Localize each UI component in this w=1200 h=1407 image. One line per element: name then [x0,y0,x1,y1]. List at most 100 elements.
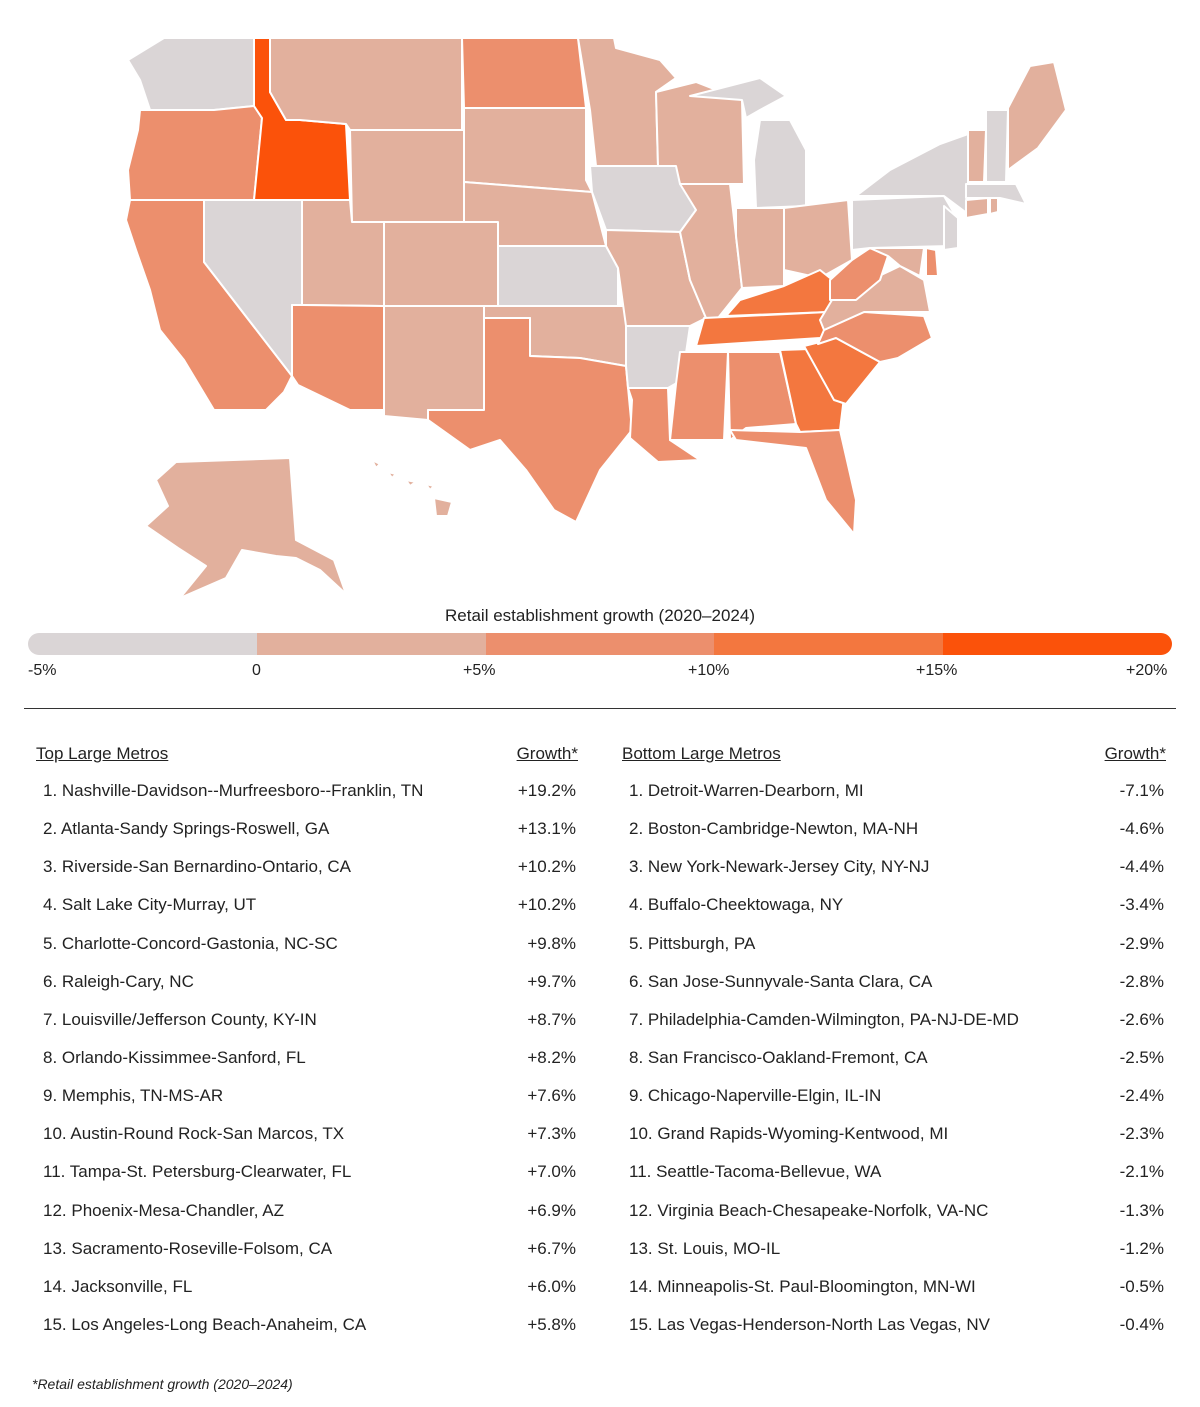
state-or [127,105,263,201]
table-row: 2. Atlanta-Sandy Springs-Roswell, GA +13.… [36,818,578,856]
metro-name: 12. Virginia Beach-Chesapeake-Norfolk, V… [629,1200,989,1220]
table-row: 4. Salt Lake City-Murray, UT +10.2% [36,894,578,932]
growth-value: -3.4% [1119,895,1164,915]
table-row: 1. Nashville-Davidson--Murfreesboro--Fra… [36,780,578,818]
bottom-growth-heading: Growth* [1104,744,1166,763]
growth-value: +7.3% [527,1124,576,1144]
top-metros-heading: Top Large Metros [36,744,169,763]
state-in [735,207,785,289]
table-row: 3. Riverside-San Bernardino-Ontario, CA +… [36,856,578,894]
table-row: 7. Louisville/Jefferson County, KY-IN +8.… [36,1009,578,1047]
table-row: 11. Seattle-Tacoma-Bellevue, WA -2.1% [622,1161,1166,1199]
table-row: 15. Los Angeles-Long Beach-Anaheim, CA +5… [36,1314,578,1352]
state-ma [965,183,1027,205]
bottom-metros-table: Bottom Large Metros Growth* 1. Detroit-W… [622,744,1166,1352]
state-al [727,351,797,441]
legend-tick: 0 [252,662,261,679]
table-row: 4. Buffalo-Cheektowaga, NY -3.4% [622,894,1166,932]
growth-value: -0.4% [1119,1314,1164,1334]
metro-name: 7. Louisville/Jefferson County, KY-IN [43,1009,317,1029]
top-metros-header-row: Top Large Metros Growth* [36,744,578,770]
table-row: 13. St. Louis, MO-IL -1.2% [622,1238,1166,1276]
metro-name: 6. San Jose-Sunnyvale-Santa Clara, CA [629,971,933,991]
table-row: 12. Virginia Beach-Chesapeake-Norfolk, V… [622,1200,1166,1238]
legend-title: Retail establishment growth (2020–2024) [445,606,755,625]
metro-name: 2. Atlanta-Sandy Springs-Roswell, GA [43,819,330,839]
metro-name: 1. Nashville-Davidson--Murfreesboro--Fra… [43,781,424,800]
growth-value: -1.2% [1119,1238,1164,1258]
legend-tick: +20% [1126,662,1168,679]
growth-value: +10.2% [517,895,576,915]
state-pa [851,195,959,251]
state-md [869,247,925,277]
metro-name: 11. Seattle-Tacoma-Bellevue, WA [629,1162,882,1182]
metro-name: 15. Los Angeles-Long Beach-Anaheim, CA [43,1314,367,1334]
state-de [925,247,939,277]
table-row: 1. Detroit-Warren-Dearborn, MI -7.1% [622,780,1166,818]
table-row: 7. Philadelphia-Camden-Wilmington, PA-NJ… [622,1009,1166,1047]
state-nh [985,109,1009,183]
metro-name: 8. San Francisco-Oakland-Fremont, CA [629,1047,928,1067]
table-row: 3. New York-Newark-Jersey City, NY-NJ -4.… [622,856,1166,894]
growth-value: -2.3% [1119,1124,1164,1144]
metro-name: 3. Riverside-San Bernardino-Ontario, CA [43,857,352,877]
state-co [383,221,499,307]
table-row: 8. Orlando-Kissimmee-Sanford, FL +8.2% [36,1047,578,1085]
state-vt [967,129,987,183]
state-ri [989,197,999,215]
table-row: 13. Sacramento-Roseville-Folsom, CA +6.7% [36,1238,578,1276]
metro-name: 13. Sacramento-Roseville-Folsom, CA [43,1238,333,1258]
metro-name: 9. Chicago-Naperville-Elgin, IL-IN [629,1086,882,1106]
legend-tick: -5% [28,662,57,679]
section-divider [24,708,1176,709]
legend-segment-10-15 [714,633,944,655]
table-row: 11. Tampa-St. Petersburg-Clearwater, FL +… [36,1161,578,1199]
legend-segment-15-20 [943,633,1172,655]
legend-tick: +15% [916,662,958,679]
growth-value: -2.4% [1119,1086,1164,1106]
growth-value: -4.4% [1119,857,1164,877]
state-mn [577,37,677,167]
top-metros-rows: 1. Nashville-Davidson--Murfreesboro--Fra… [36,780,578,1352]
state-sd [463,107,593,193]
footnote: *Retail establishment growth (2020–2024) [32,1376,293,1392]
growth-value: -2.1% [1119,1162,1164,1182]
metro-name: 5. Charlotte-Concord-Gastonia, NC-SC [43,933,338,953]
state-nc [817,311,933,363]
state-fl [729,429,857,535]
state-la [627,387,701,463]
table-row: 14. Jacksonville, FL +6.0% [36,1276,578,1314]
growth-value: +19.2% [517,781,576,800]
metro-name: 6. Raleigh-Cary, NC [43,971,194,991]
metro-name: 2. Boston-Cambridge-Newton, MA-NH [629,819,919,839]
growth-value: -4.6% [1119,819,1164,839]
state-ak [145,457,347,599]
table-row: 5. Pittsburgh, PA -2.9% [622,933,1166,971]
growth-value: +7.0% [527,1162,576,1182]
state-wy [349,129,465,223]
top-metros-table: Top Large Metros Growth* 1. Nashville-Da… [36,744,578,1352]
metro-name: 14. Minneapolis-St. Paul-Bloomington, MN… [629,1276,976,1296]
metro-name: 8. Orlando-Kissimmee-Sanford, FL [43,1047,306,1067]
metro-name: 10. Grand Rapids-Wyoming-Kentwood, MI [629,1124,949,1144]
growth-value: +7.6% [527,1086,576,1106]
growth-value: -7.1% [1119,781,1164,800]
table-row: 2. Boston-Cambridge-Newton, MA-NH -4.6% [622,818,1166,856]
growth-value: -1.3% [1119,1200,1164,1220]
growth-value: +6.9% [527,1200,576,1220]
us-choropleth-map [125,37,1067,599]
growth-value: +13.1% [517,819,576,839]
growth-value: +10.2% [517,857,576,877]
table-row: 6. Raleigh-Cary, NC +9.7% [36,971,578,1009]
table-row: 9. Memphis, TN-MS-AR +7.6% [36,1085,578,1123]
metro-name: 4. Buffalo-Cheektowaga, NY [629,895,844,915]
table-row: 12. Phoenix-Mesa-Chandler, AZ +6.9% [36,1200,578,1238]
table-row: 8. San Francisco-Oakland-Fremont, CA -2.5… [622,1047,1166,1085]
legend-tick: +5% [463,662,496,679]
state-wa [127,37,255,111]
metro-name: 10. Austin-Round Rock-San Marcos, TX [43,1124,345,1144]
growth-value: +5.8% [527,1314,576,1334]
state-nd [461,37,587,109]
metro-name: 1. Detroit-Warren-Dearborn, MI [629,781,864,800]
growth-value: -2.5% [1119,1047,1164,1067]
